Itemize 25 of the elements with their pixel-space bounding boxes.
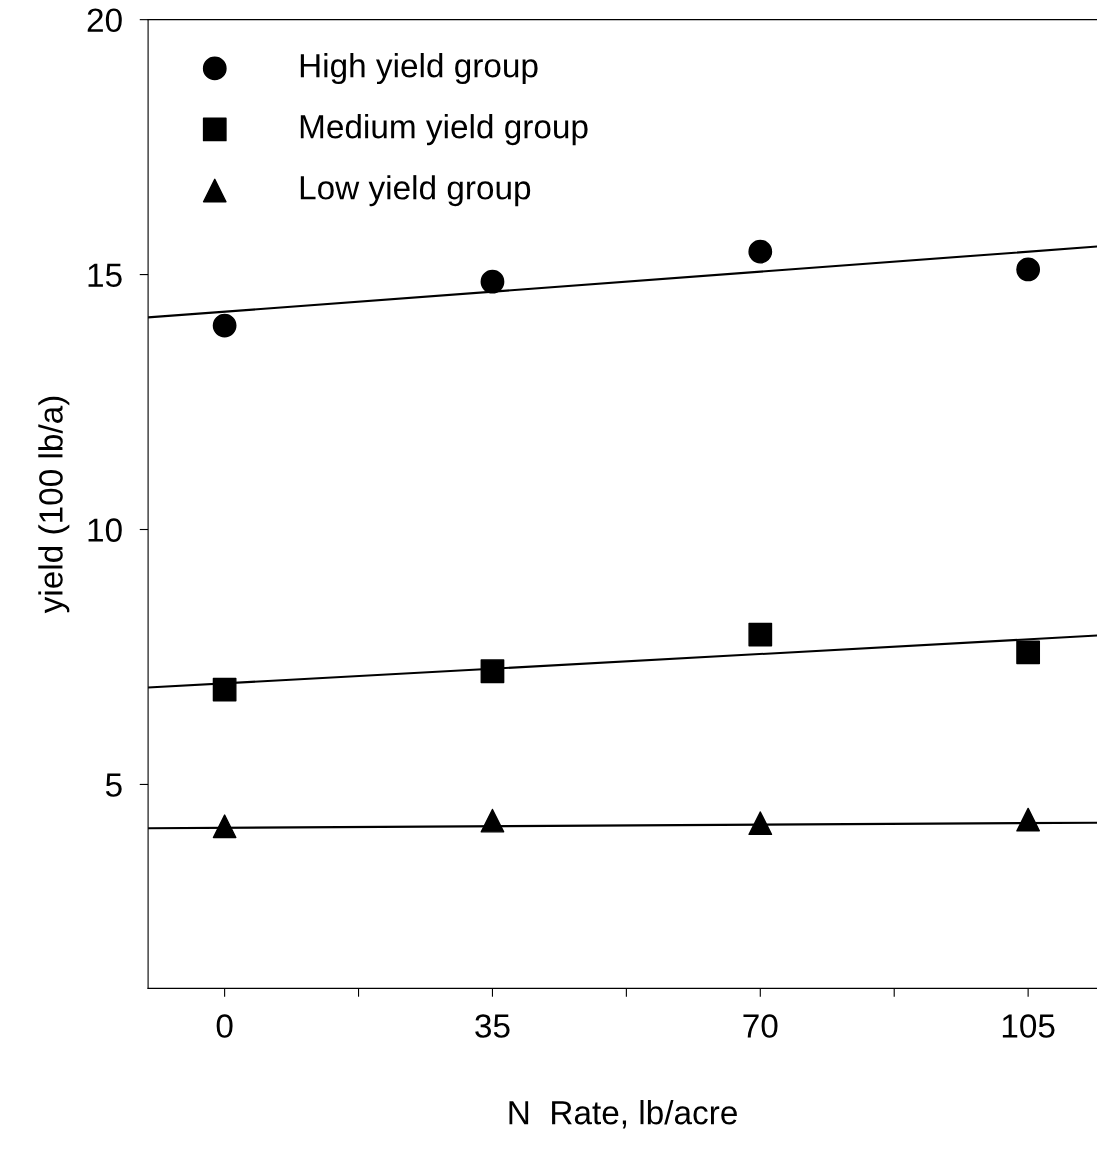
legend-label: High yield group [300, 52, 538, 85]
x-tick-label: 70 [743, 1014, 778, 1038]
y-axis-title: yield (100 lb/a) [38, 396, 70, 614]
legend-label: Low yield group [300, 175, 531, 207]
legend-label: Medium yield group [300, 114, 588, 146]
point [1016, 807, 1041, 832]
y-tick-label: 20 [87, 8, 122, 33]
x-axis-title: N Rate, lb/acre [509, 1100, 737, 1129]
point [480, 269, 505, 294]
y-tick-label: 10 [88, 518, 122, 542]
point [480, 659, 505, 684]
point [1016, 640, 1041, 665]
point [748, 239, 773, 264]
point [1016, 257, 1041, 282]
x-tick-label: 105 [1002, 1014, 1055, 1038]
point [748, 811, 773, 836]
point [748, 622, 773, 647]
point [212, 313, 237, 338]
y-tick-label: 5 [105, 773, 122, 797]
point [212, 677, 237, 702]
y-tick-label: 15 [88, 263, 122, 287]
point [480, 808, 505, 833]
x-tick-label: 0 [216, 1014, 233, 1038]
x-tick-label: 35 [475, 1014, 510, 1038]
point [212, 814, 237, 839]
